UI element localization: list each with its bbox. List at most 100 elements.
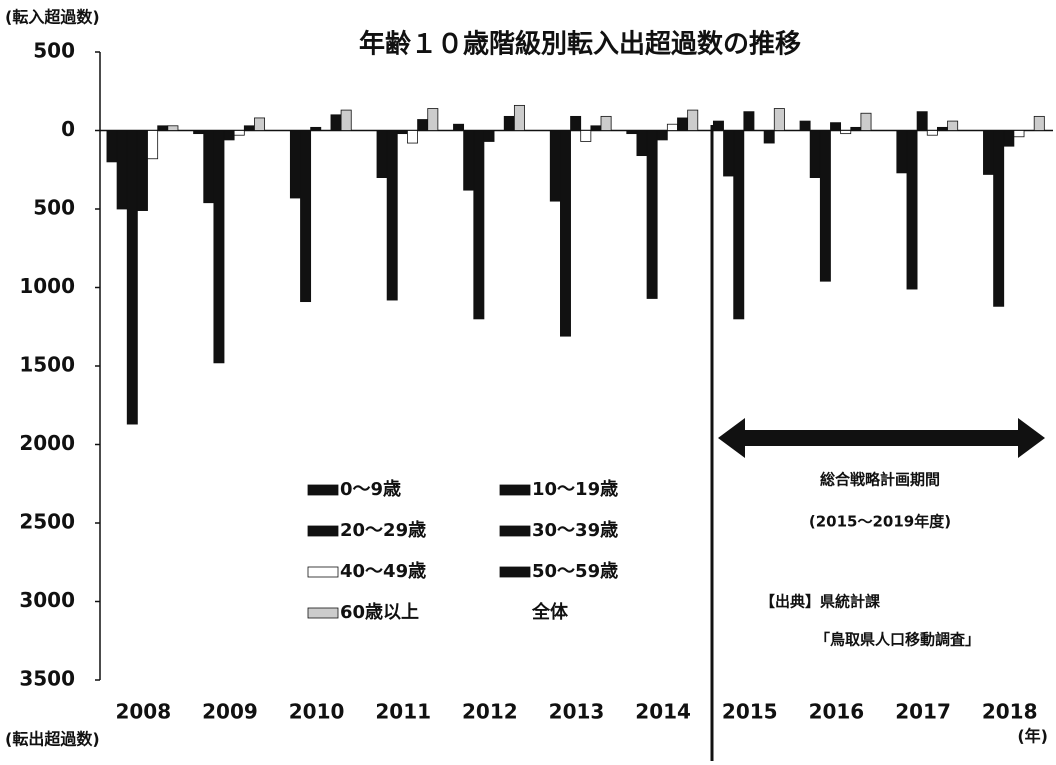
- bar: [809, 130, 821, 178]
- bar: [906, 130, 918, 290]
- legend-swatch: [307, 566, 339, 578]
- bar: [549, 130, 561, 202]
- y-tick-label: 2500: [19, 510, 75, 534]
- annotation: (2015～2019年度): [809, 513, 951, 531]
- x-tick-label: 2012: [462, 700, 518, 724]
- y-tick-label: 3000: [19, 588, 75, 612]
- bar: [560, 130, 571, 337]
- x-tick-label: 2018: [982, 700, 1038, 724]
- y-tick-label: 1000: [19, 274, 75, 298]
- bar: [340, 109, 352, 131]
- bar: [626, 130, 638, 135]
- bar: [763, 130, 775, 144]
- bar: [473, 130, 485, 320]
- y-tick-label: 0: [61, 117, 75, 141]
- bar: [254, 117, 266, 131]
- x-tick-label: 2009: [202, 700, 258, 724]
- bar: [580, 130, 592, 142]
- annotation: 「鳥取県人口移動調査」: [815, 631, 980, 649]
- y-label-bottom: (転出超過数): [5, 730, 100, 749]
- chart-title: 年齢１０歳階級別転入出超過数の推移: [359, 29, 801, 60]
- legend-label: 全体: [531, 601, 569, 623]
- bar: [646, 130, 658, 299]
- bar: [503, 115, 515, 131]
- bar: [243, 125, 255, 131]
- bar: [126, 130, 138, 425]
- bar: [600, 115, 612, 131]
- bar: [300, 130, 312, 303]
- bar: [799, 120, 811, 131]
- bar: [417, 119, 429, 131]
- x-tick-label: 2013: [549, 700, 605, 724]
- bar: [483, 130, 495, 142]
- x-tick-label: 2014: [635, 700, 691, 724]
- bar: [213, 130, 225, 364]
- legend-swatch: [307, 525, 339, 537]
- bar: [1013, 130, 1025, 138]
- bar: [666, 123, 678, 131]
- y-tick-label: 500: [33, 39, 75, 63]
- bar: [947, 120, 959, 131]
- legend-swatch: [499, 566, 531, 578]
- x-label: (年): [1017, 727, 1048, 746]
- bar: [687, 109, 699, 131]
- bar: [1003, 130, 1015, 147]
- bar: [157, 125, 169, 131]
- x-tick-label: 2010: [289, 700, 345, 724]
- bar: [136, 130, 148, 211]
- y-tick-label: 1500: [19, 353, 75, 377]
- bar: [636, 130, 648, 157]
- legend-label: 10～19歳: [532, 479, 618, 500]
- bar: [1033, 115, 1045, 131]
- bar: [570, 115, 582, 131]
- bar: [463, 130, 475, 191]
- bar: [106, 130, 118, 163]
- bar: [937, 126, 948, 131]
- bar: [427, 108, 439, 131]
- bar: [203, 130, 215, 204]
- bar: [743, 111, 755, 131]
- y-tick-label: 2000: [19, 431, 75, 455]
- y-tick-label: 3500: [19, 667, 75, 691]
- bar: [733, 130, 745, 320]
- bar: [453, 123, 465, 131]
- bar: [916, 111, 928, 131]
- bar: [147, 130, 159, 160]
- bar: [233, 130, 245, 136]
- legend-swatch: [499, 525, 531, 537]
- bar: [590, 125, 602, 131]
- legend-swatch: [307, 484, 339, 496]
- bar: [983, 130, 994, 175]
- bar: [712, 120, 724, 131]
- legend-label: 30～39歳: [532, 520, 618, 541]
- y-label-top: (転入超過数): [5, 8, 100, 27]
- bar: [289, 130, 301, 199]
- legend-label: 0～9歳: [340, 479, 401, 500]
- bar: [830, 122, 842, 131]
- bar: [193, 130, 205, 135]
- x-tick-label: 2015: [722, 700, 778, 724]
- bar: [407, 130, 418, 144]
- bar: [860, 112, 872, 131]
- bar: [513, 104, 525, 131]
- bar: [167, 125, 179, 131]
- bar: [396, 130, 408, 135]
- legend-label: 20～29歳: [340, 520, 426, 541]
- legend-label: 40～49歳: [340, 561, 426, 582]
- bar: [677, 117, 689, 131]
- bar: [223, 130, 235, 141]
- bar: [926, 130, 938, 136]
- bar: [330, 114, 342, 131]
- x-tick-label: 2008: [115, 700, 171, 724]
- x-tick-label: 2011: [375, 700, 431, 724]
- bar: [993, 130, 1005, 307]
- legend-label: 50～59歳: [532, 561, 618, 582]
- bar: [773, 108, 785, 131]
- bar: [723, 130, 735, 177]
- bar: [819, 130, 831, 282]
- legend-label: 60歳以上: [340, 602, 419, 623]
- bar: [840, 130, 852, 135]
- annotation: 【出典】県統計課: [760, 593, 881, 611]
- x-tick-label: 2017: [895, 700, 951, 724]
